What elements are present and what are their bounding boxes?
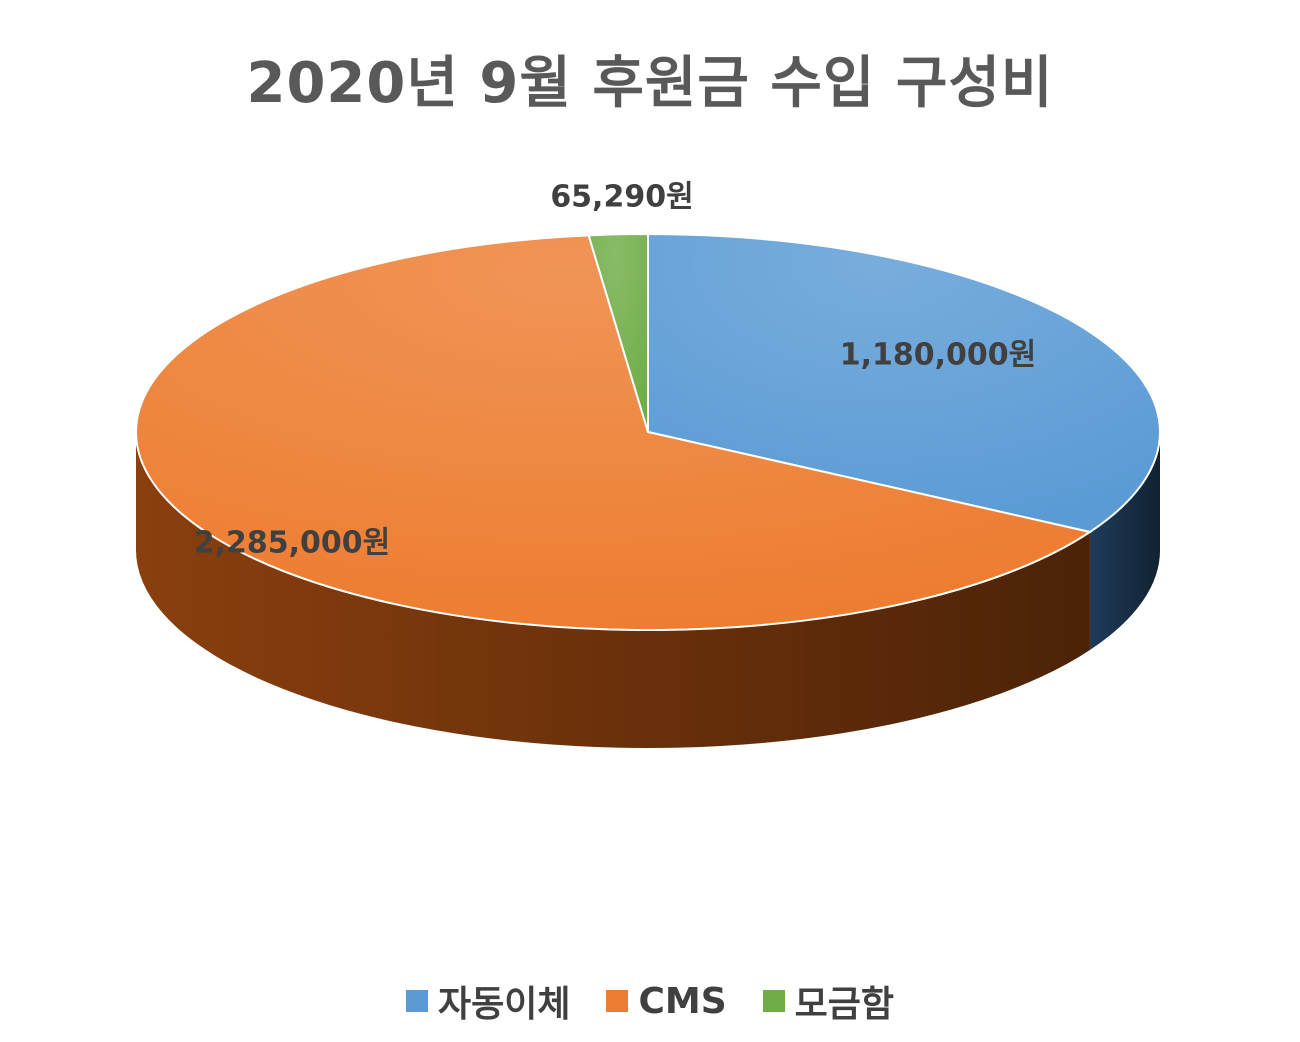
legend: 자동이체 CMS 모금함 <box>0 975 1300 1027</box>
legend-label-0: 자동이체 <box>437 984 571 1025</box>
chart-title: 2020년 9월 후원금 수입 구성비 <box>246 51 1054 116</box>
data-label-1: 2,285,000원 <box>194 526 391 561</box>
pie-side-shade-0 <box>1089 432 1160 650</box>
legend-label-2: 모금함 <box>794 984 895 1025</box>
legend-item-0: 자동이체 <box>405 975 571 1027</box>
pie-side-shade-1 <box>136 432 1090 748</box>
data-label-0: 1,180,000원 <box>840 338 1037 373</box>
pie-slice-gloss-2 <box>588 234 648 432</box>
legend-item-2: 모금함 <box>762 975 895 1027</box>
pie-slice-gloss-0 <box>648 234 1161 532</box>
legend-item-1: CMS <box>606 980 727 1022</box>
pie-sides <box>136 432 1160 748</box>
legend-swatch-1 <box>606 990 629 1012</box>
legend-label-1: CMS <box>638 980 727 1022</box>
pie-chart: 1,180,000원 2,285,000원 65,290원 <box>135 180 1161 748</box>
legend-swatch-2 <box>762 990 785 1012</box>
pie-slice-gloss-1 <box>136 235 1090 630</box>
pie-tops <box>135 232 1161 631</box>
data-label-2: 65,290원 <box>550 180 693 215</box>
legend-swatch-0 <box>405 990 428 1012</box>
pie-labels: 1,180,000원 2,285,000원 65,290원 <box>194 180 1037 561</box>
